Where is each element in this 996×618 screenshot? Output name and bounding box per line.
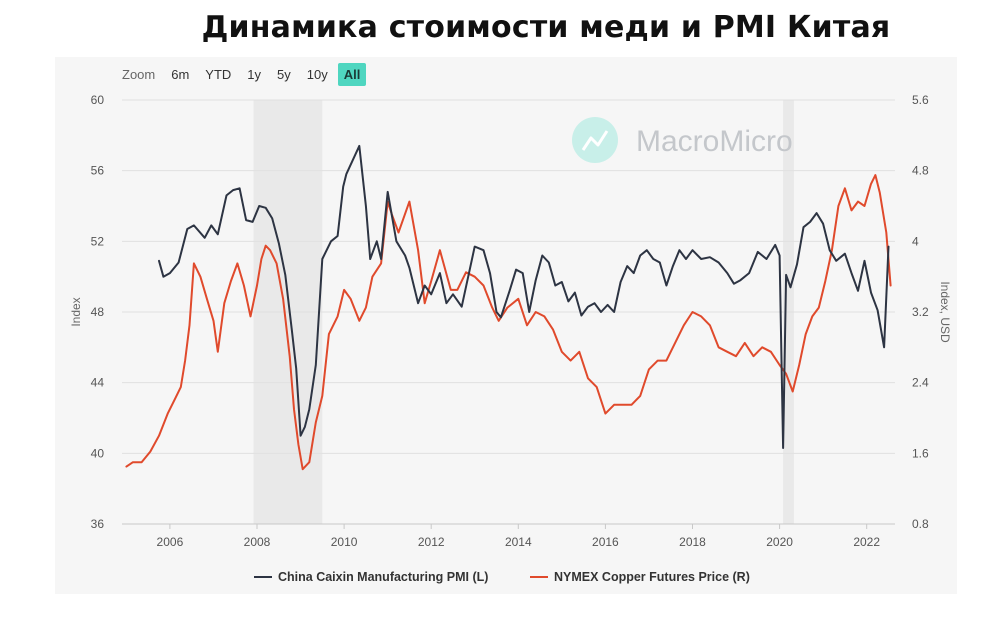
right-tick-label: 2.4 xyxy=(912,376,929,390)
left-axis-title: Index xyxy=(69,297,83,326)
chart-panel xyxy=(55,57,957,594)
legend-label-copper: NYMEX Copper Futures Price (R) xyxy=(554,570,750,584)
left-tick-label: 48 xyxy=(91,305,105,319)
right-tick-label: 5.6 xyxy=(912,93,929,107)
pmi-series-line[interactable] xyxy=(158,144,890,449)
x-tick-label: 2022 xyxy=(853,535,880,549)
left-axis-ticks: 36 40 44 48 52 56 60 xyxy=(91,93,105,531)
zoom-1y-button[interactable]: 1y xyxy=(247,66,262,82)
zoom-10y-button[interactable]: 10y xyxy=(306,66,328,82)
watermark-text: MacroMicro xyxy=(636,125,793,158)
left-tick-label: 56 xyxy=(91,164,105,178)
right-tick-label: 4.8 xyxy=(912,164,929,178)
legend: China Caixin Manufacturing PMI (L) NYMEX… xyxy=(254,570,750,584)
right-tick-label: 4 xyxy=(912,234,919,248)
x-tick-label: 2016 xyxy=(592,535,619,549)
right-axis-ticks: 0.8 1.6 2.4 3.2 4 4.8 5.6 xyxy=(912,93,929,531)
zoom-5y-button[interactable]: 5y xyxy=(277,66,291,82)
x-tick-label: 2010 xyxy=(331,535,358,549)
right-axis-title: Index, USD xyxy=(938,281,952,343)
x-tick-label: 2006 xyxy=(157,535,184,549)
zoom-label: Zoom xyxy=(122,66,156,82)
zoom-6m-button[interactable]: 6m xyxy=(171,66,190,82)
series-lines xyxy=(125,144,892,471)
legend-label-pmi: China Caixin Manufacturing PMI (L) xyxy=(278,570,488,584)
right-tick-label: 3.2 xyxy=(912,305,929,319)
page-title: Динамика стоимости меди и PMI Китая xyxy=(201,10,891,45)
left-tick-label: 40 xyxy=(91,446,105,460)
zoom-bar: Zoom 6m YTD 1y 5y 10y All xyxy=(122,62,367,86)
zoom-ytd-button[interactable]: YTD xyxy=(205,66,232,82)
zoom-all-button[interactable]: All xyxy=(337,62,367,86)
x-axis-ticks: 2006 2008 2010 2012 2014 2016 2018 2020 2022 xyxy=(157,524,880,549)
left-tick-label: 36 xyxy=(91,517,105,531)
left-tick-label: 52 xyxy=(91,234,105,248)
x-tick-label: 2018 xyxy=(679,535,706,549)
left-tick-label: 44 xyxy=(91,376,105,390)
watermark-chart-icon xyxy=(581,130,609,151)
x-tick-label: 2014 xyxy=(505,535,532,549)
legend-item-pmi[interactable]: China Caixin Manufacturing PMI (L) xyxy=(254,570,488,584)
x-tick-label: 2020 xyxy=(766,535,793,549)
copper-series-line[interactable] xyxy=(125,174,892,471)
x-tick-label: 2008 xyxy=(244,535,271,549)
left-tick-label: 60 xyxy=(91,93,105,107)
right-tick-label: 0.8 xyxy=(912,517,929,531)
x-tick-label: 2012 xyxy=(418,535,445,549)
right-tick-label: 1.6 xyxy=(912,446,929,460)
watermark: MacroMicro xyxy=(572,117,793,163)
grid-lines xyxy=(122,99,895,525)
legend-item-copper[interactable]: NYMEX Copper Futures Price (R) xyxy=(530,570,750,584)
